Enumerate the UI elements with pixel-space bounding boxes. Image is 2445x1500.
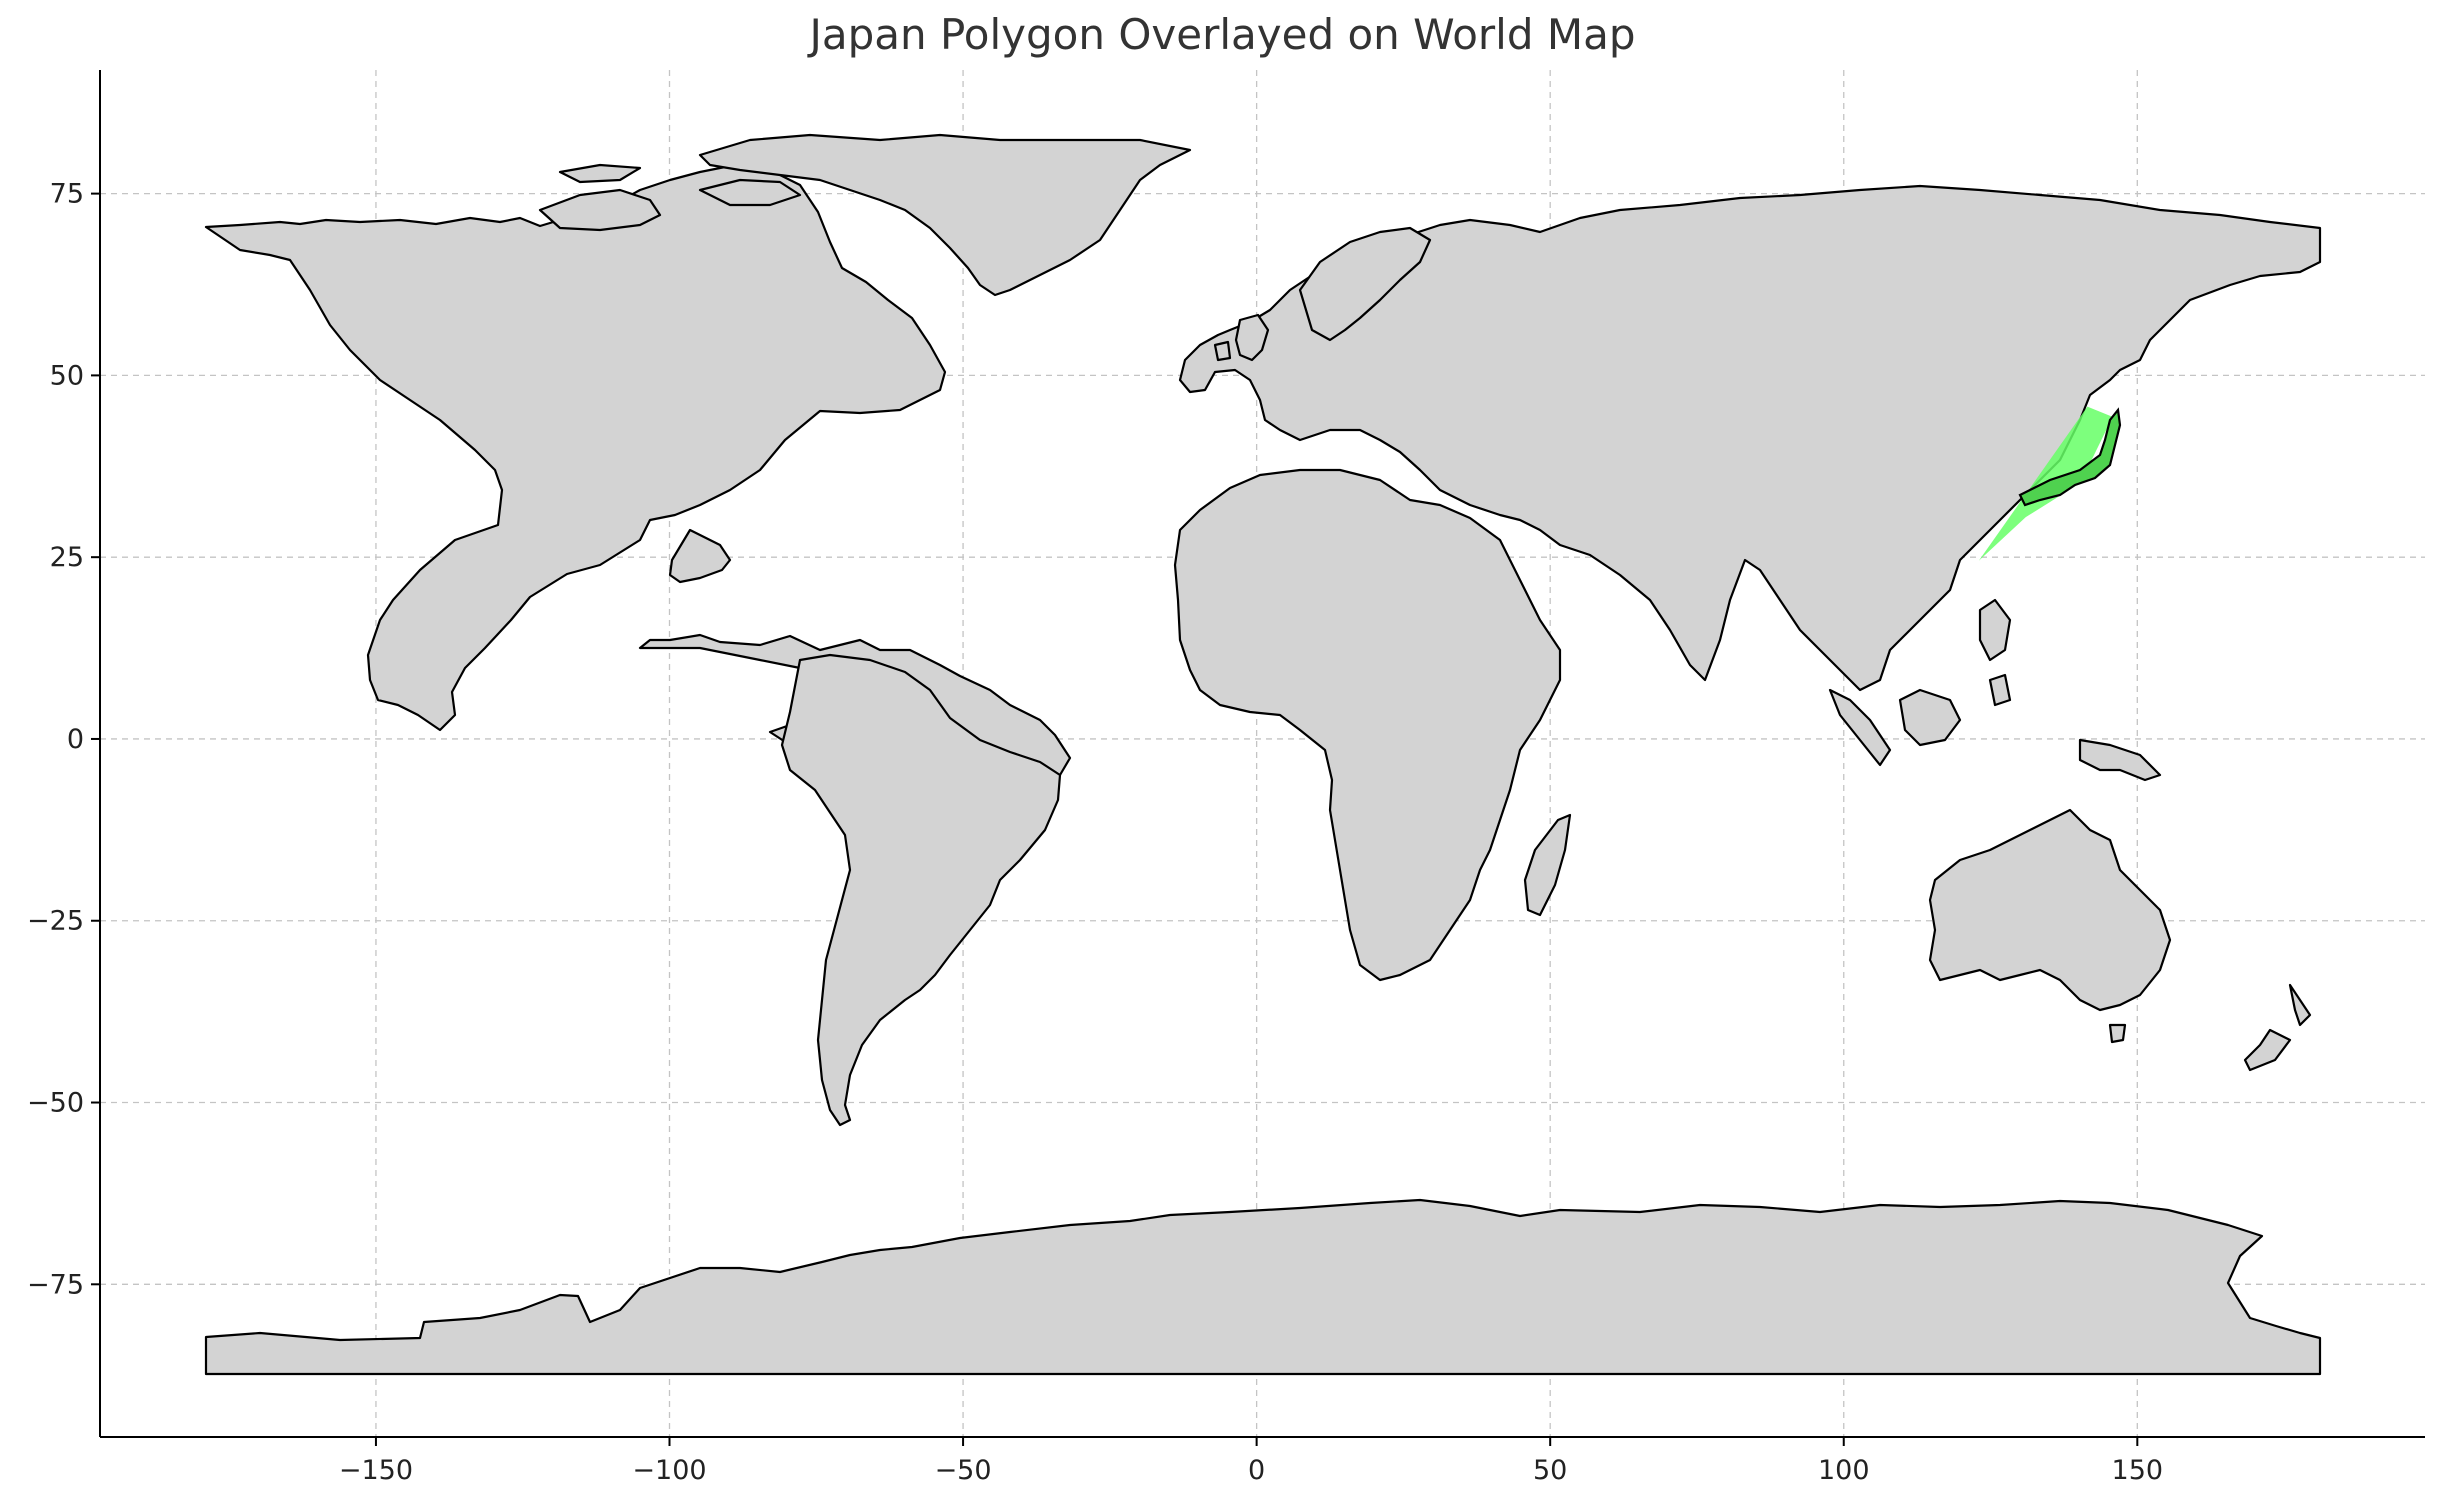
x-tick-label: 50 <box>1533 1455 1567 1486</box>
y-tick-label: 25 <box>50 542 84 573</box>
x-tick-label: −150 <box>339 1455 413 1486</box>
land-scandinavia <box>1298 226 1432 342</box>
land-new-guinea <box>2078 738 2162 782</box>
x-tick-label: 0 <box>1248 1455 1265 1486</box>
japan-islands <box>2018 407 2122 507</box>
land-south-america <box>780 653 1062 1127</box>
chart-title: Japan Polygon Overlayed on World Map <box>809 10 1636 59</box>
land-tasmania <box>2108 1023 2127 1044</box>
land-southeast-asia <box>1828 598 2012 767</box>
x-tick-label: −100 <box>632 1455 706 1486</box>
y-tick-label: 0 <box>67 724 84 755</box>
y-tick-label: −25 <box>27 906 84 937</box>
land-madagascar <box>1523 813 1572 917</box>
y-tick-label: −50 <box>27 1088 84 1119</box>
land-americas <box>204 164 1072 792</box>
y-tick-label: 75 <box>50 179 84 210</box>
land-greenland <box>698 133 1192 297</box>
x-tick-label: 150 <box>2112 1455 2164 1486</box>
japan-highlight <box>1978 406 2122 561</box>
y-tick-label: −75 <box>27 1269 84 1300</box>
x-tick-label: 100 <box>1818 1455 1870 1486</box>
y-tick-label: 50 <box>50 360 84 391</box>
land-eurasia <box>1178 184 2322 692</box>
land-antarctica <box>204 1198 2322 1376</box>
land-british-isles <box>1213 313 1270 362</box>
land-africa <box>1173 468 1562 982</box>
land-arctic-islands <box>538 163 802 232</box>
x-ticks: −150 −100 −50 0 50 100 150 <box>339 1437 2163 1486</box>
land-australia <box>1928 808 2172 1012</box>
land-new-zealand <box>2243 983 2312 1072</box>
x-tick-label: −50 <box>935 1455 992 1486</box>
world-land <box>204 133 2322 1376</box>
y-ticks: 75 50 25 0 −25 −50 −75 <box>27 179 100 1300</box>
axes <box>99 70 2425 1438</box>
